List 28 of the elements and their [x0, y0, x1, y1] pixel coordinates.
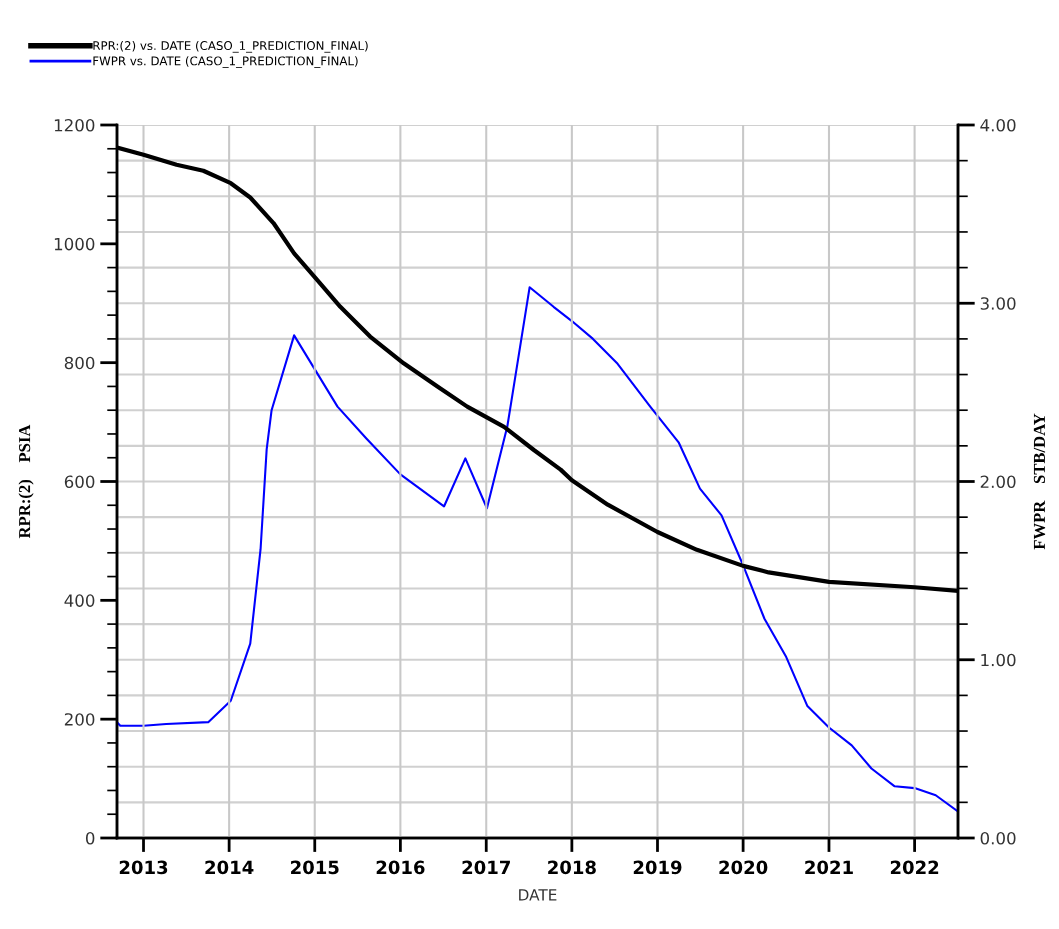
legend-label: RPR:(2) vs. DATE (CASO_1_PREDICTION_FINAL) — [93, 40, 368, 53]
x-tick-label: 2015 — [291, 860, 339, 875]
x-tick-label: 2017 — [462, 860, 510, 875]
x-tick-label: 2019 — [633, 860, 682, 875]
y-tick-label: 400 — [64, 594, 95, 607]
legend-label: FWPR vs. DATE (CASO_1_PREDICTION_FINAL) — [93, 56, 358, 68]
y-axis-title: RPR:(2) PSIA — [18, 424, 34, 539]
y2-tick-label: 3.00 — [980, 297, 1016, 310]
y-tick-label: 1000 — [54, 237, 95, 251]
y-tick-label: 0 — [85, 831, 95, 845]
x-tick-label: 2022 — [890, 860, 939, 875]
x-axis-title: DATE — [519, 889, 557, 901]
y-tick-label: 800 — [64, 356, 95, 370]
x-tick-label: 2021 — [805, 860, 853, 875]
y2-tick-label: 2.00 — [980, 475, 1016, 489]
y-tick-label: 1200 — [54, 118, 95, 132]
y-tick-label: 200 — [64, 713, 95, 726]
y-tick-label: 600 — [64, 475, 95, 489]
x-tick-label: 2018 — [548, 860, 596, 875]
x-tick-label: 2020 — [719, 860, 768, 875]
x-tick-label: 2016 — [376, 860, 425, 875]
y2-axis-title: FWPR STB/DAY — [1033, 413, 1046, 550]
y2-tick-label: 4.00 — [980, 118, 1016, 132]
y2-tick-label: 0.00 — [980, 831, 1016, 845]
y2-tick-label: 1.00 — [981, 653, 1016, 667]
x-tick-label: 2014 — [205, 860, 254, 875]
line-series — [117, 286, 958, 813]
x-tick-label: 2013 — [119, 860, 168, 875]
